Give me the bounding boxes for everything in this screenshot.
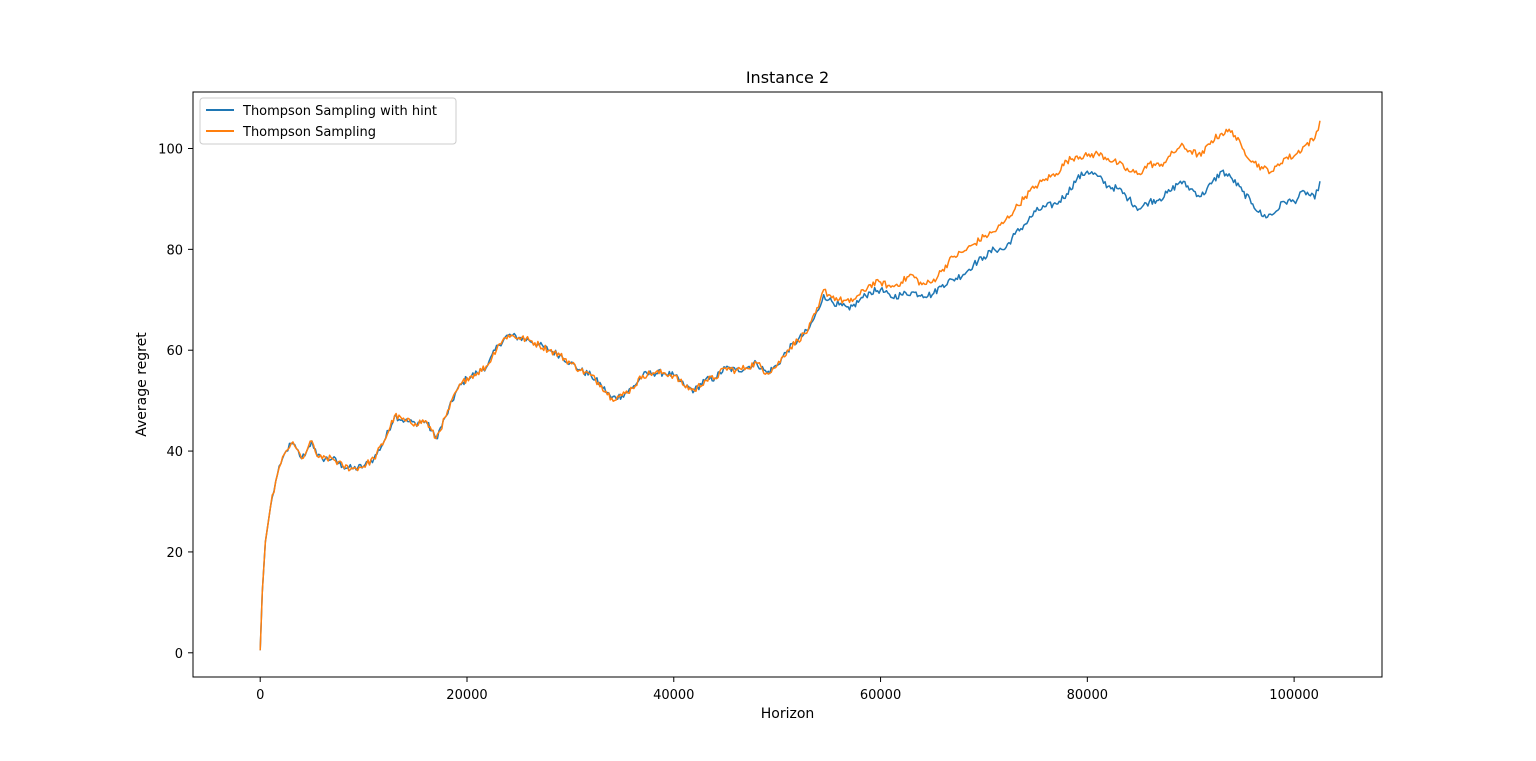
x-tick-label: 40000: [653, 688, 694, 703]
y-tick-label: 100: [158, 142, 183, 157]
x-tick-label: 0: [256, 688, 264, 703]
legend: Thompson Sampling with hint Thompson Sam…: [199, 97, 457, 145]
x-tick-label: 60000: [860, 688, 901, 703]
y-tick-label: 40: [166, 445, 183, 460]
legend-label-series-1: Thompson Sampling with hint: [242, 104, 437, 119]
x-tick-label: 20000: [446, 688, 487, 703]
y-tick-label: 20: [166, 546, 183, 561]
axes-frame: [192, 91, 1383, 678]
x-tick-label: 80000: [1067, 688, 1108, 703]
ticks-layer: 0 20000 40000 60000 80000 100000 0 20 40 60 80 100: [158, 142, 1319, 703]
x-axis-label: Horizon: [761, 706, 815, 722]
chart-title: Instance 2: [746, 68, 829, 87]
y-tick-label: 80: [166, 243, 183, 258]
legend-label-series-2: Thompson Sampling: [242, 125, 376, 140]
y-axis-label: Average regret: [134, 332, 150, 437]
y-tick-label: 0: [175, 647, 183, 662]
lines-layer: [259, 120, 1321, 651]
x-tick-label: 100000: [1269, 688, 1319, 703]
y-tick-label: 60: [166, 344, 183, 359]
series-line-2: [259, 120, 1321, 651]
legend-box: [199, 97, 457, 145]
